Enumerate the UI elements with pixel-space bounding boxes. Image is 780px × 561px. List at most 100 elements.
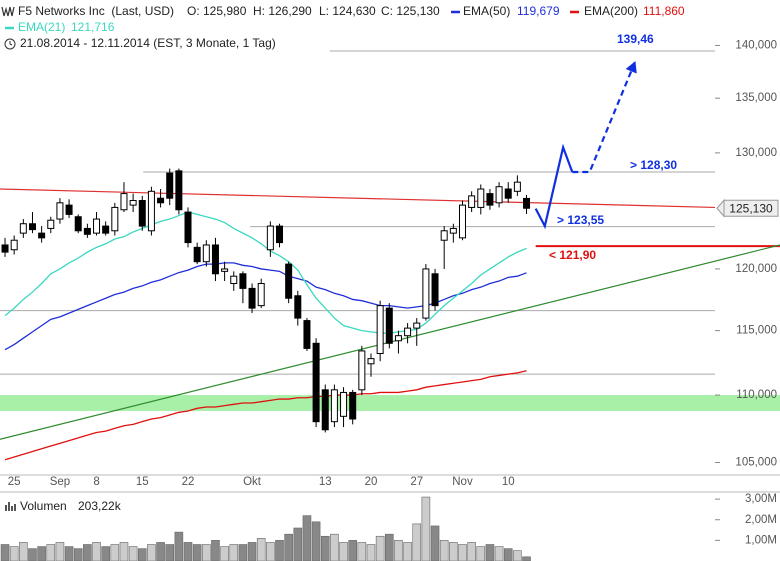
- candle-body: [394, 335, 402, 342]
- volume-bar: [128, 546, 138, 561]
- projection-solid: [534, 143, 574, 230]
- volume-bar: [83, 544, 92, 561]
- candle-body: [74, 216, 82, 232]
- volume-bar: [293, 527, 303, 561]
- candle-body: [422, 268, 430, 319]
- candle-body: [385, 307, 393, 344]
- plot-area: 139,46 > 128,30 > 123,55 < 121,90 105,000 110…: [0, 32, 780, 561]
- y-tick-label: 110,000: [736, 389, 777, 401]
- volume-bar: [192, 544, 202, 561]
- candle-body: [294, 295, 302, 319]
- chart-icon: [1, 6, 15, 17]
- volume-bar: [174, 531, 184, 561]
- volume-bar: [64, 546, 74, 561]
- price-badge-pointer: [716, 198, 725, 218]
- candle-body: [202, 244, 210, 263]
- x-tick-label: 20: [365, 476, 378, 488]
- candle-body: [440, 230, 448, 241]
- volume-bar: [229, 544, 239, 561]
- volume-bar: [284, 533, 293, 561]
- candle-body: [193, 246, 201, 263]
- volume-bar: [0, 544, 10, 561]
- candle-body: [83, 227, 91, 235]
- open-label: O: 125,980: [187, 4, 247, 18]
- volume-bar: [275, 540, 284, 561]
- candle-body: [504, 188, 512, 199]
- volume-tick-label: 3,00M: [745, 493, 777, 505]
- volume-bar: [458, 544, 467, 561]
- candle-body: [349, 391, 357, 420]
- volume-bar: [37, 546, 46, 561]
- icon-bar: [14, 504, 16, 511]
- volume-bar: [238, 544, 248, 561]
- icon-bar: [11, 506, 13, 511]
- candle-body: [230, 275, 238, 285]
- x-tick-label: 27: [410, 476, 423, 488]
- volume-bar: [46, 544, 56, 561]
- candle-body: [239, 273, 247, 289]
- candle-body: [157, 197, 165, 204]
- volume-title: Volumen: [20, 499, 67, 513]
- volume-bar: [449, 542, 458, 561]
- candle-body: [358, 350, 366, 391]
- candle-body: [19, 223, 27, 234]
- legend-name: EMA(200): [584, 4, 638, 18]
- y-tick-label: 135,000: [735, 92, 777, 104]
- icon-bar: [8, 502, 10, 511]
- candle-body: [376, 305, 384, 355]
- candle-body: [477, 188, 485, 208]
- price-badge: [723, 199, 779, 217]
- volume-bar: [467, 542, 476, 561]
- candle-body: [56, 202, 64, 220]
- candle-body: [312, 342, 320, 423]
- close-label: C: 125,130: [381, 4, 440, 18]
- y-tick-label: 140,000: [735, 39, 777, 51]
- volume-tick-label: 2,00M: [745, 514, 777, 526]
- volume-bar: [137, 548, 147, 561]
- ema-line: [4, 370, 527, 461]
- volume-bar: [339, 542, 348, 561]
- projection-dashed: [572, 60, 637, 174]
- volume-bar: [183, 542, 193, 561]
- volume-bar: [119, 542, 129, 561]
- x-tick-label: Okt: [243, 476, 262, 488]
- high-label: H: 126,290: [253, 4, 312, 18]
- chart-title: F5 Networks Inc (Last, USD): [18, 4, 174, 18]
- trendline: [0, 188, 716, 209]
- volume-bar: [485, 544, 495, 561]
- candle-body: [166, 172, 174, 199]
- x-tick-label: 22: [182, 476, 195, 488]
- volume-last: 203,22k: [78, 499, 122, 513]
- volume-bar: [476, 546, 486, 561]
- legend-value: 111,860: [643, 4, 685, 18]
- subtitle: 21.08.2014 - 12.11.2014 (EST, 3 Monate, …: [20, 36, 276, 50]
- candle-body: [65, 204, 73, 215]
- candle-body: [303, 320, 311, 349]
- level-label: 139,46: [617, 32, 654, 46]
- volume-tick-label: 1,00M: [745, 534, 777, 546]
- candle-body: [120, 193, 128, 211]
- candle-body: [138, 200, 146, 227]
- volume-bar: [320, 535, 330, 561]
- candle-body: [28, 223, 36, 231]
- x-tick-label: 25: [8, 476, 21, 488]
- icon-bar: [5, 505, 7, 511]
- candle-body: [340, 391, 348, 417]
- level-label: > 123,55: [557, 213, 604, 227]
- candle-body: [257, 283, 265, 307]
- volume-bar: [247, 542, 257, 561]
- candle-body: [413, 322, 421, 329]
- candle-body: [266, 225, 274, 251]
- candle-body: [10, 239, 18, 251]
- volume-bar: [412, 523, 422, 561]
- volume-bar: [19, 542, 28, 561]
- legend-name: EMA(50): [463, 4, 510, 18]
- y-tick-label: 130,000: [735, 147, 777, 159]
- candle-body: [431, 273, 439, 307]
- volume-bar: [330, 533, 339, 561]
- candle-body: [285, 263, 293, 299]
- price-badge-label: 125,130: [729, 201, 773, 215]
- volume-bar: [421, 496, 431, 561]
